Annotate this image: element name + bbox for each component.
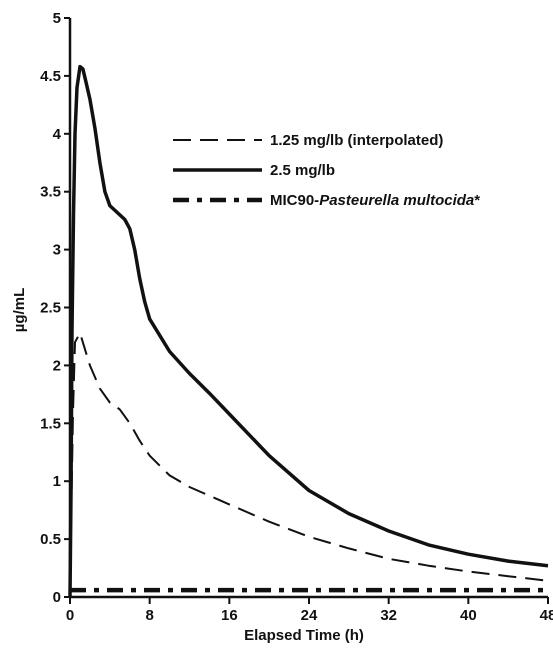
legend-label-3: MIC90-Pasteurella multocida* bbox=[270, 192, 480, 209]
y-tick-label: 2 bbox=[53, 357, 61, 374]
legend-label-italic: Pasteurella multocida bbox=[319, 192, 474, 209]
series-line-1 bbox=[69, 332, 549, 598]
x-tick-label: 48 bbox=[540, 607, 553, 624]
y-tick-label: 1 bbox=[53, 473, 61, 490]
y-tick-label: 3.5 bbox=[40, 184, 61, 201]
x-tick-label: 0 bbox=[66, 607, 74, 624]
legend-label-2: 2.5 mg/lb bbox=[270, 162, 335, 179]
legend-label-text: 2.5 mg/lb bbox=[270, 162, 335, 179]
y-tick-label: 0 bbox=[53, 589, 61, 606]
x-tick-label: 40 bbox=[460, 607, 477, 624]
axes bbox=[68, 18, 548, 599]
y-tick-label: 3 bbox=[53, 242, 61, 259]
legend-label-suffix: * bbox=[474, 192, 480, 209]
y-tick-label: 5 bbox=[53, 10, 61, 27]
x-axis-title: Elapsed Time (h) bbox=[244, 627, 364, 644]
x-tick-label: 16 bbox=[221, 607, 238, 624]
legend-label-1: 1.25 mg/lb (interpolated) bbox=[270, 132, 443, 149]
x-tick-label: 32 bbox=[380, 607, 397, 624]
y-tick-label: 4 bbox=[53, 126, 62, 143]
series-line-2 bbox=[68, 64, 549, 598]
y-tick-label: 1.5 bbox=[40, 415, 61, 432]
x-ticks: 0 8 16 24 32 40 48 bbox=[66, 597, 553, 624]
legend: 1.25 mg/lb (interpolated) 2.5 mg/lb MIC90-… bbox=[173, 132, 480, 209]
series-layer bbox=[68, 64, 549, 598]
x-tick-label: 24 bbox=[301, 607, 318, 624]
y-axis-title: µg/mL bbox=[11, 288, 28, 332]
y-ticks: 0 0.5 1 1.5 2 2.5 3 3.5 4 4.5 5 bbox=[40, 10, 70, 606]
y-tick-label: 0.5 bbox=[40, 531, 61, 548]
legend-label-text: 1.25 mg/lb (interpolated) bbox=[270, 132, 443, 149]
x-tick-label: 8 bbox=[145, 607, 153, 624]
legend-label-text: MIC90- bbox=[270, 192, 319, 209]
y-tick-label: 4.5 bbox=[40, 68, 61, 85]
y-tick-label: 2.5 bbox=[40, 300, 61, 317]
